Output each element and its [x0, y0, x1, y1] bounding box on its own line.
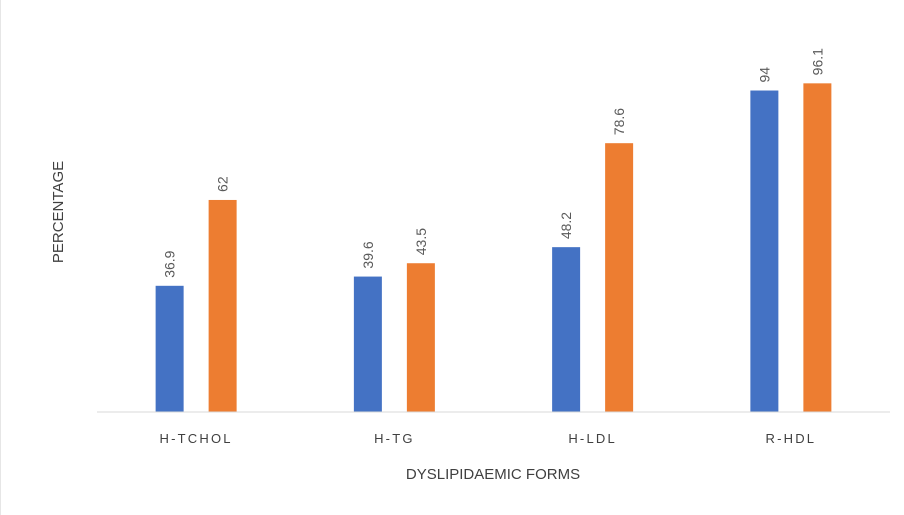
data-labels-group: 36.9 62 39.6 43.5 48.2 78.6 94 96.1	[162, 48, 826, 278]
data-label-h-ldl-series-2: 78.6	[611, 108, 627, 135]
bar-r-hdl-series-2	[803, 83, 832, 412]
data-label-h-tg-series-2: 43.5	[413, 228, 429, 255]
bar-h-tg-series-1	[353, 276, 382, 412]
bar-r-hdl-series-1	[750, 90, 779, 413]
data-label-h-tchol-series-1: 36.9	[162, 250, 178, 277]
data-label-h-tchol-series-2: 62	[215, 176, 231, 192]
x-tick-labels-group: H-TCHOL H-TG H-LDL R-HDL	[160, 431, 817, 446]
bar-h-tg-series-2	[406, 263, 435, 412]
bar-h-tchol-series-1	[155, 285, 184, 412]
bars-group	[155, 83, 832, 413]
bar-h-ldl-series-1	[552, 247, 581, 412]
bar-h-tchol-series-2	[208, 199, 237, 412]
data-label-h-tg-series-1: 39.6	[360, 241, 376, 268]
data-label-h-ldl-series-1: 48.2	[558, 212, 574, 239]
data-label-r-hdl-series-2: 96.1	[809, 48, 825, 75]
bar-h-ldl-series-2	[605, 143, 634, 413]
x-tick-label-h-ldl: H-LDL	[568, 431, 617, 446]
x-axis-title: DYSLIPIDAEMIC FORMS	[406, 466, 580, 483]
x-tick-label-h-tg: H-TG	[374, 431, 415, 446]
x-tick-label-r-hdl: R-HDL	[766, 431, 817, 446]
x-tick-label-h-tchol: H-TCHOL	[160, 431, 233, 446]
data-label-r-hdl-series-1: 94	[756, 67, 772, 83]
y-axis-title: PERCENTAGE	[50, 161, 67, 263]
